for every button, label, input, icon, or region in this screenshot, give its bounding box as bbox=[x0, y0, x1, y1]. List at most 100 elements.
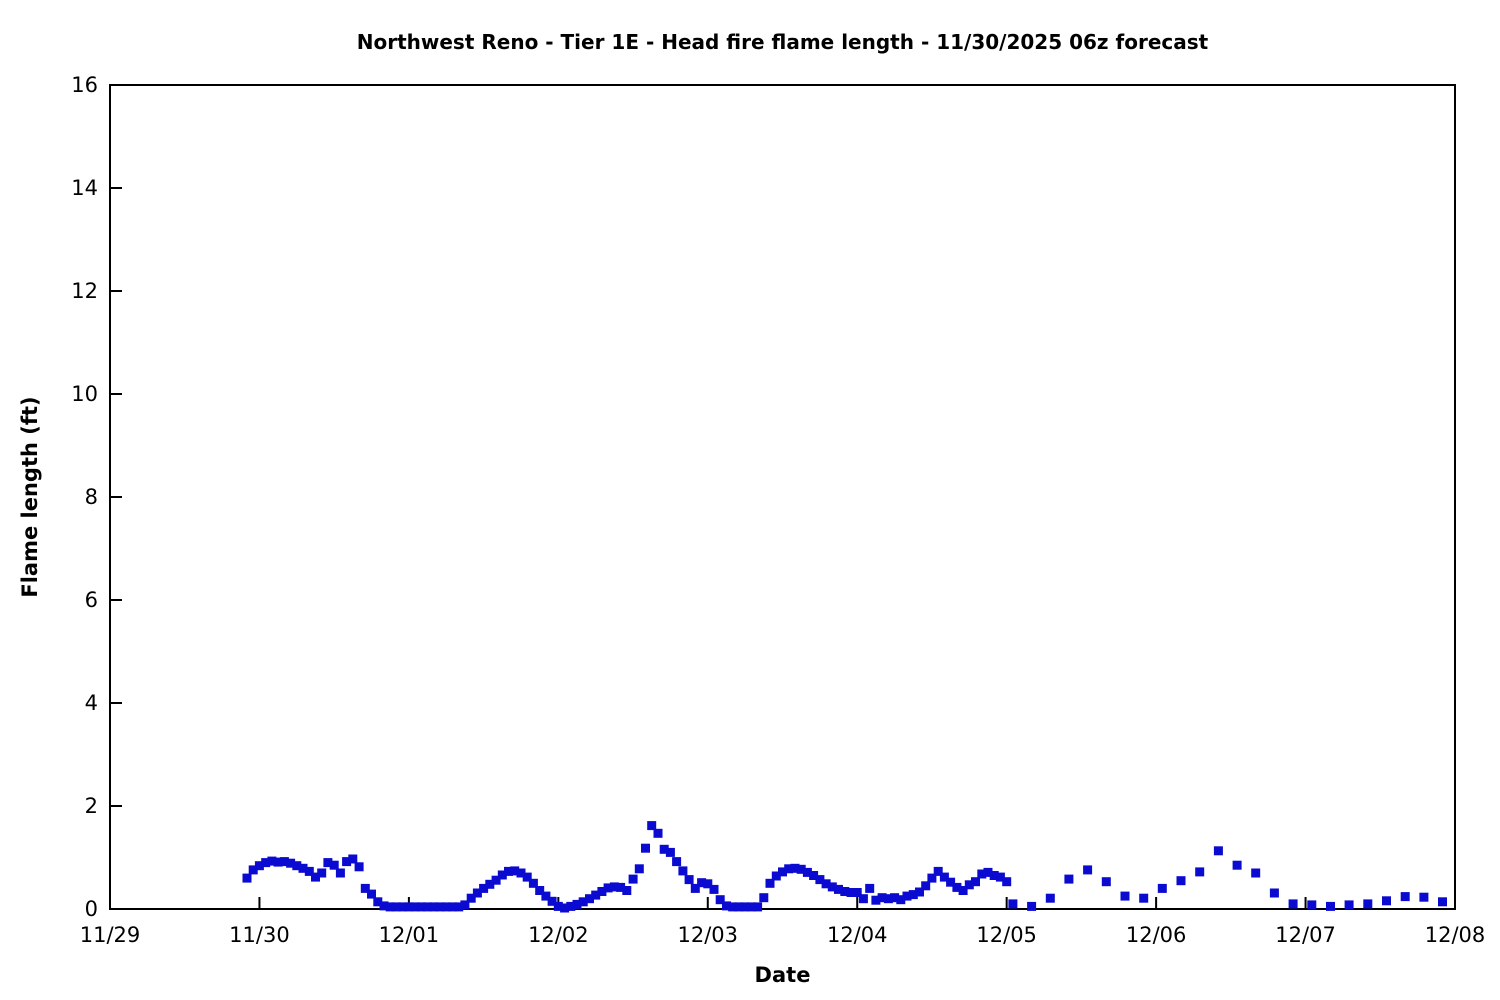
data-point-marker bbox=[933, 866, 943, 876]
data-point-marker bbox=[304, 866, 314, 876]
data-point-marker bbox=[995, 872, 1005, 882]
y-axis-label: Flame length (ft) bbox=[18, 396, 42, 598]
x-tick-label: 12/03 bbox=[678, 923, 739, 947]
data-point-marker bbox=[398, 902, 408, 912]
data-point-marker bbox=[908, 890, 918, 900]
data-point-marker bbox=[578, 897, 588, 907]
data-point-marker bbox=[1139, 893, 1149, 903]
data-point-marker bbox=[553, 901, 563, 911]
data-point-marker bbox=[622, 886, 632, 895]
x-tick-label: 12/04 bbox=[827, 923, 888, 947]
data-point-marker bbox=[672, 857, 682, 867]
data-point-marker bbox=[964, 880, 974, 890]
x-tick-label: 11/29 bbox=[80, 923, 141, 947]
data-point-marker bbox=[802, 867, 812, 877]
data-point-marker bbox=[1176, 876, 1186, 886]
data-point-marker bbox=[479, 883, 489, 893]
data-point-marker bbox=[292, 861, 302, 871]
data-point-marker bbox=[485, 879, 495, 889]
data-point-marker bbox=[915, 887, 924, 897]
data-point-marker bbox=[367, 889, 376, 899]
data-point-marker bbox=[566, 901, 576, 911]
data-point-marker bbox=[491, 875, 501, 885]
y-tick-label: 0 bbox=[85, 897, 98, 921]
data-point-marker bbox=[279, 857, 289, 867]
data-point-marker bbox=[703, 879, 713, 889]
data-point-marker bbox=[429, 902, 439, 912]
y-tick-label: 8 bbox=[85, 485, 98, 509]
data-point-marker bbox=[659, 844, 669, 854]
data-point-marker bbox=[1363, 899, 1373, 909]
data-point-marker bbox=[983, 867, 993, 877]
data-point-marker bbox=[921, 881, 931, 891]
data-point-marker bbox=[379, 901, 389, 911]
data-point-marker bbox=[971, 877, 980, 887]
data-point-marker bbox=[821, 879, 831, 889]
data-point-marker bbox=[497, 870, 507, 880]
data-point-marker bbox=[765, 878, 775, 888]
data-point-marker bbox=[709, 884, 719, 894]
data-point-marker bbox=[1101, 877, 1111, 887]
data-point-marker bbox=[809, 871, 819, 880]
data-point-marker bbox=[423, 902, 433, 912]
data-point-marker bbox=[927, 873, 937, 883]
data-point-marker bbox=[790, 863, 800, 873]
data-point-marker bbox=[1438, 897, 1447, 907]
data-point-marker bbox=[740, 902, 750, 912]
data-point-marker bbox=[242, 873, 252, 883]
x-tick-label: 12/06 bbox=[1126, 923, 1187, 947]
data-point-marker bbox=[248, 865, 258, 875]
data-point-marker bbox=[472, 888, 482, 898]
data-point-marker bbox=[311, 872, 320, 882]
data-point-marker bbox=[1008, 899, 1018, 909]
data-point-marker bbox=[616, 882, 626, 892]
data-point-marker bbox=[746, 902, 756, 912]
data-point-marker bbox=[1157, 883, 1167, 893]
data-point-marker bbox=[1232, 860, 1242, 870]
data-point-marker bbox=[261, 858, 271, 868]
y-tick-label: 10 bbox=[71, 382, 98, 406]
data-point-marker bbox=[678, 866, 688, 876]
x-tick-label: 12/07 bbox=[1275, 923, 1336, 947]
data-point-marker bbox=[778, 867, 787, 877]
data-point-marker bbox=[1326, 901, 1335, 911]
data-point-marker bbox=[516, 868, 526, 878]
data-point-marker bbox=[865, 883, 875, 893]
data-point-marker bbox=[360, 883, 370, 893]
data-point-marker bbox=[1002, 877, 1012, 887]
y-tick-label: 14 bbox=[71, 176, 98, 200]
data-point-marker bbox=[416, 902, 426, 912]
data-point-marker bbox=[840, 887, 850, 896]
data-point-marker bbox=[317, 868, 327, 878]
data-point-marker bbox=[298, 863, 308, 873]
data-point-marker bbox=[902, 891, 912, 901]
data-point-marker bbox=[722, 901, 731, 911]
y-tick-label: 16 bbox=[71, 73, 98, 97]
data-point-marker bbox=[852, 888, 862, 897]
data-point-marker bbox=[435, 902, 445, 912]
data-point-marker bbox=[354, 862, 364, 872]
data-point-marker bbox=[871, 895, 881, 905]
data-point-marker bbox=[547, 896, 557, 906]
data-point-marker bbox=[1120, 891, 1130, 901]
data-point-marker bbox=[466, 893, 476, 903]
data-point-marker bbox=[883, 894, 893, 904]
data-point-marker bbox=[1307, 900, 1317, 910]
data-point-marker bbox=[1027, 901, 1037, 911]
data-point-marker bbox=[784, 864, 794, 874]
data-point-marker bbox=[641, 843, 650, 853]
data-point-marker bbox=[286, 858, 296, 868]
data-point-marker bbox=[1382, 896, 1391, 906]
data-point-marker bbox=[441, 902, 451, 912]
data-point-marker bbox=[634, 864, 644, 874]
data-point-marker bbox=[977, 869, 987, 879]
data-point-marker bbox=[647, 821, 657, 831]
data-point-marker bbox=[1400, 892, 1410, 902]
data-point-marker bbox=[267, 856, 277, 866]
data-point-marker bbox=[653, 828, 663, 838]
data-point-marker bbox=[391, 902, 401, 912]
data-point-marker bbox=[528, 878, 538, 888]
data-point-marker bbox=[1419, 892, 1429, 902]
